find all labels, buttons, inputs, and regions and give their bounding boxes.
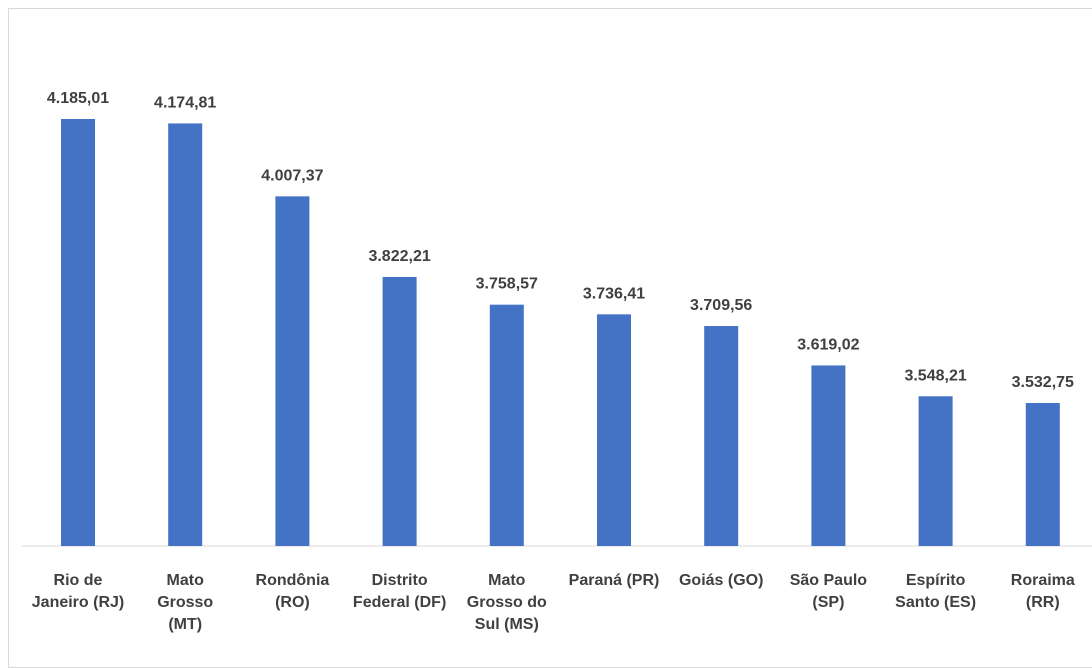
- data-labels: 4.185,01 4.174,81 4.007,37 3.822,21 3.758,57…: [47, 90, 1074, 391]
- bar-value-label: 4.185,01: [47, 90, 109, 107]
- bar-series: [61, 119, 1060, 546]
- bar: [704, 326, 739, 546]
- bar-value-label: 3.822,21: [368, 248, 430, 265]
- x-tick-label: Mato Grosso (MT): [157, 572, 213, 633]
- bar: [489, 304, 524, 546]
- x-tick-label: Paraná (PR): [569, 572, 660, 589]
- x-tick-label: Goiás (GO): [679, 572, 763, 589]
- x-tick-label: Rondônia (RO): [256, 572, 330, 611]
- x-tick-labels: Rio de Janeiro (RJ) Mato Grosso (MT) Rondônia…: [32, 572, 1075, 633]
- x-tick-label: Distrito Federal (DF): [353, 572, 446, 611]
- x-tick-label: Mato Grosso do Sul (MS): [467, 572, 547, 633]
- x-tick-label: São Paulo (SP): [790, 572, 868, 611]
- bar: [811, 365, 846, 546]
- bar-value-label: 4.007,37: [261, 167, 323, 184]
- x-tick-label: Espírito Santo (ES): [895, 572, 976, 611]
- bar-value-label: 3.736,41: [583, 285, 645, 302]
- bar: [61, 119, 95, 546]
- bar-chart: 4.185,01 4.174,81 4.007,37 3.822,21 3.758,57…: [22, 90, 1092, 633]
- bar-value-label: 3.758,57: [476, 276, 538, 293]
- x-tick-label: Rio de Janeiro (RJ): [32, 572, 124, 611]
- x-tick-label: Roraima (RR): [1011, 572, 1075, 611]
- bar-value-label: 4.174,81: [154, 94, 216, 111]
- bar-value-label: 3.548,21: [904, 367, 966, 384]
- bar-value-label: 3.619,02: [797, 336, 859, 353]
- bar: [918, 396, 953, 546]
- bar: [168, 123, 203, 546]
- bar-value-label: 3.532,75: [1012, 374, 1074, 391]
- bar: [382, 276, 417, 546]
- bar: [275, 196, 310, 546]
- bar: [597, 314, 631, 546]
- bar: [1025, 403, 1060, 546]
- bar-value-label: 3.709,56: [690, 297, 752, 314]
